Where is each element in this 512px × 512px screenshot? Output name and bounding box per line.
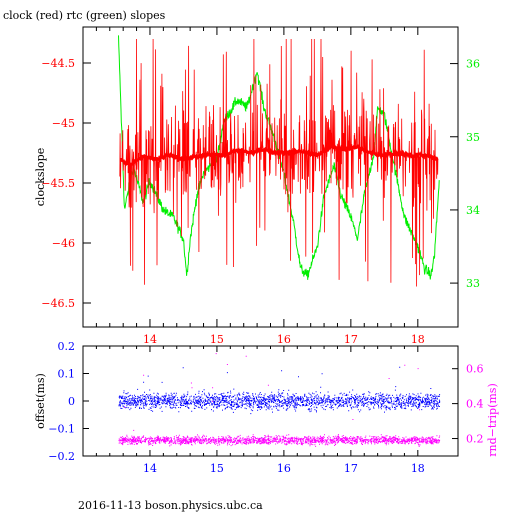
top-panel: 14 15 16 17 18−44.5−45−45.5−46−46.533343536 … (34, 26, 480, 346)
y-right-tick-label: 33 (466, 277, 480, 290)
y-tick-label: −46.5 (41, 297, 75, 310)
y-right-tick-label: 0.6 (466, 363, 484, 376)
x-tick-label: 14 (143, 333, 157, 346)
x-tick-label: 18 (411, 333, 425, 346)
y-tick-label: −0.1 (48, 423, 75, 436)
y-tick-label: 0 (68, 395, 75, 408)
x-tick-label: 16 (277, 462, 291, 475)
bottom-panel: 14 15 16 17 18 0.2 0.1 0 −0.1 −0.2 0.6 0.4 0.2 offse… (34, 340, 499, 475)
x-tick-label: 17 (344, 462, 358, 475)
x-tick-label: 15 (210, 333, 224, 346)
chart-title: clock (red) rtc (green) slopes (3, 9, 166, 22)
series-clock-line (119, 38, 439, 287)
top-data-layer (118, 35, 440, 287)
y-right-tick-label: 34 (466, 204, 480, 217)
bottom-y-axis-label: offset(ms) (34, 373, 47, 429)
y-tick-label: −46 (52, 237, 75, 250)
y-tick-label: −45 (52, 117, 75, 130)
y-right-tick-label: 0.4 (466, 398, 484, 411)
series-clock-center (119, 144, 439, 167)
y-tick-label: −0.2 (48, 450, 75, 463)
x-tick-label: 17 (344, 333, 358, 346)
top-plot-frame (82, 26, 459, 328)
y-tick-label: −45.5 (41, 177, 75, 190)
x-tick-label: 15 (210, 462, 224, 475)
footer-text: 2016-11-13 boson.physics.ubc.ca (78, 499, 263, 512)
top-y-axis-label: clockslope (34, 148, 47, 206)
y-right-tick-label: 0.2 (466, 433, 484, 446)
series-rndtrip-points (118, 353, 441, 447)
y-tick-label: 0.2 (58, 340, 76, 353)
bottom-axes-layer: 14 15 16 17 18 0.2 0.1 0 −0.1 −0.2 0.6 0.4 0.2 (48, 340, 483, 475)
x-tick-label: 18 (411, 462, 425, 475)
y-tick-label: 0.1 (58, 368, 76, 381)
y-tick-label: −44.5 (41, 57, 75, 70)
x-tick-label: 14 (143, 462, 157, 475)
y-right-tick-label: 36 (466, 58, 480, 71)
x-tick-label: 16 (277, 333, 291, 346)
series-offset-points (118, 366, 441, 440)
bottom-y-axis-right-label: rnd−trip(ms) (486, 383, 499, 457)
bottom-data-layer (118, 353, 441, 447)
top-axes-layer: 14 15 16 17 18 −44.5 −45 −45.5 −46 −46.5 33 34 35 36 (41, 27, 480, 346)
y-right-tick-label: 35 (466, 131, 480, 144)
